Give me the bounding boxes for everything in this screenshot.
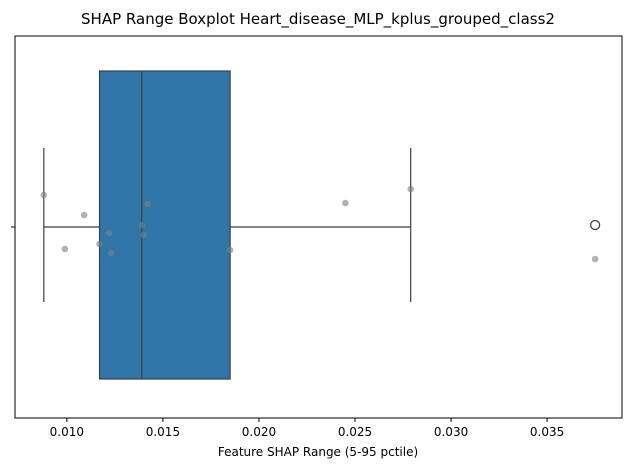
- data-point: [407, 185, 415, 193]
- data-point: [105, 229, 113, 237]
- x-tick-label: 0.030: [434, 425, 468, 439]
- data-point: [226, 246, 234, 254]
- iqr-box: [98, 70, 231, 380]
- data-point: [140, 231, 147, 239]
- data-point: [61, 245, 69, 253]
- x-tick-label: 0.020: [242, 425, 276, 439]
- data-point: [40, 191, 48, 199]
- data-point: [138, 221, 146, 229]
- x-tick-label: 0.015: [146, 425, 180, 439]
- data-point: [96, 240, 103, 248]
- data-point: [342, 199, 349, 207]
- plot-area: [40, 70, 601, 380]
- data-point: [80, 211, 88, 219]
- data-point: [144, 200, 151, 208]
- x-axis-ticks: 0.010 0.015 0.020 0.025 0.030 0.035: [11, 226, 564, 439]
- chart-title: SHAP Range Boxplot Heart_disease_MLP_kpl…: [81, 10, 555, 29]
- x-tick-label: 0.035: [530, 425, 564, 439]
- outlier-marker: [589, 219, 601, 231]
- data-point: [107, 249, 115, 257]
- data-point: [591, 255, 599, 263]
- x-tick-label: 0.025: [338, 425, 372, 439]
- x-tick-label: 0.010: [50, 425, 84, 439]
- x-axis-label: Feature SHAP Range (5-95 pctile): [218, 445, 418, 459]
